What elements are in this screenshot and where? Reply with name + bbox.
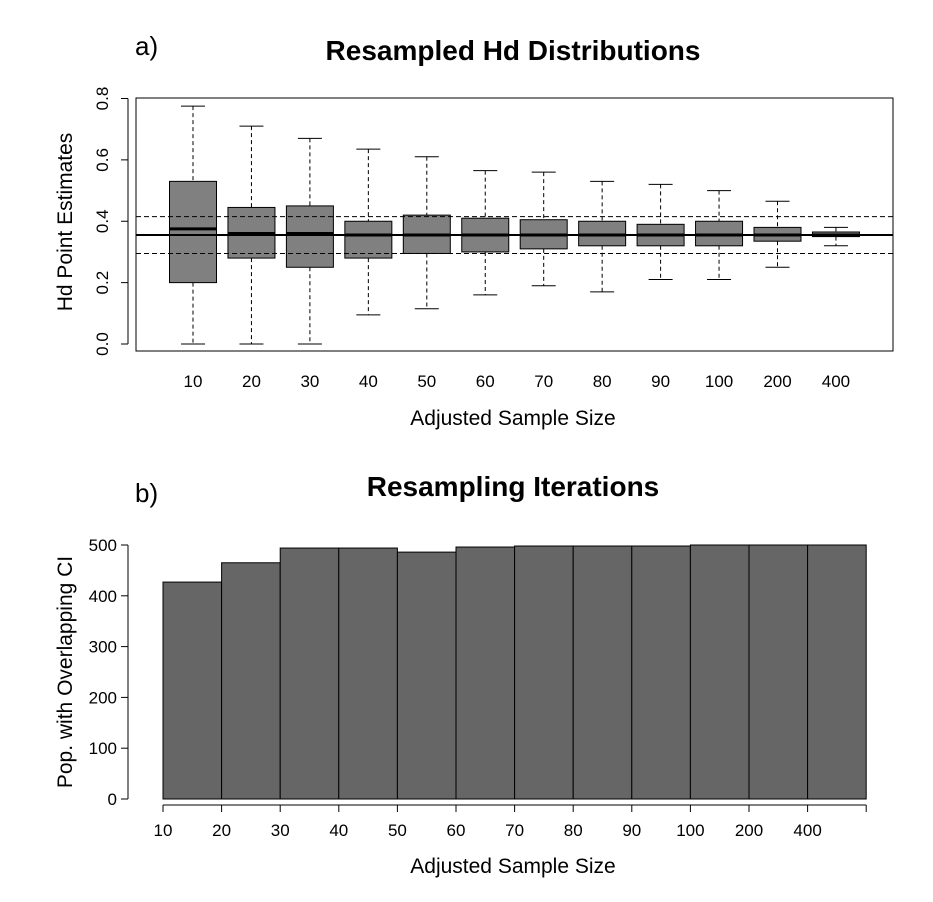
panel-b-bar-30 <box>279 547 340 800</box>
panel-a-box-50 <box>402 156 451 310</box>
panel-a-title: Resampled Hd Distributions <box>326 35 701 66</box>
panel-a-x-tick-label: 30 <box>300 372 319 391</box>
panel-b-x-tick-label: 100 <box>676 821 704 840</box>
panel-b-ylabel: Pop. with Overlapping CI <box>54 556 77 788</box>
panel-b-bar-60 <box>455 546 516 800</box>
panel-a-x-tick-label: 70 <box>534 372 553 391</box>
panel-b-x-tick-label: 200 <box>735 821 763 840</box>
panel-a-box-40 <box>344 148 393 316</box>
panel-b-bar-70 <box>514 545 574 800</box>
panel-a-y-tick-label: 0.8 <box>93 87 112 111</box>
panel-a-x-tick-label: 50 <box>417 372 436 391</box>
panel-b-title: Resampling Iterations <box>367 471 660 502</box>
panel-b-bar-80 <box>572 545 633 800</box>
panel-b-xlabel: Adjusted Sample Size <box>410 855 615 878</box>
box-body <box>344 220 393 259</box>
panel-a-x-tick-label: 40 <box>359 372 378 391</box>
panel-a-box-10 <box>169 105 217 345</box>
panel-a-plot: 0.0 0.2 0.4 0.6 0.8 10 20 30 40 50 60 70 80 90 100 200 4… <box>93 87 893 391</box>
panel-a-y-tick-label: 0.6 <box>93 148 112 172</box>
panel-b-x-tick-label: 400 <box>793 821 821 840</box>
panel-a-y-tick-label: 0.2 <box>93 271 112 295</box>
panel-a-box-90 <box>636 183 685 281</box>
panel-a-label: a) <box>135 31 158 61</box>
panel-b-x-tick-label: 40 <box>329 821 348 840</box>
panel-b-bar-90 <box>631 545 691 800</box>
panel-a-x-tick-label: 200 <box>763 372 791 391</box>
panel-a-ylabel: Hd Point Estimates <box>54 133 77 312</box>
panel-a-x-tick-label: 20 <box>242 372 261 391</box>
panel-b-x-tick-label: 20 <box>212 821 231 840</box>
panel-b-label: b) <box>135 478 158 508</box>
panel-a-box-30 <box>285 137 334 345</box>
panel-a-plot-frame <box>135 97 894 352</box>
panel-a-x-tick-label: 90 <box>651 372 670 391</box>
panel-a-y-tick-label: 0.0 <box>93 332 112 356</box>
panel-a-box-80 <box>578 180 627 293</box>
box-body <box>169 180 217 284</box>
panel-b-bar-50 <box>396 551 457 800</box>
panel-b-x-tick-label: 60 <box>447 821 466 840</box>
panel-b-x-tick-label: 10 <box>154 821 173 840</box>
panel-b-y-tick-label: 300 <box>89 638 117 657</box>
panel-b-x-tick-label: 90 <box>622 821 641 840</box>
panel-a-xlabel: Adjusted Sample Size <box>410 407 615 430</box>
panel-b-bar-100 <box>689 544 750 800</box>
panel-a-box-70 <box>519 171 568 287</box>
panel-b-bar-40 <box>338 547 398 800</box>
panel-a-x-tick-label: 60 <box>476 372 495 391</box>
panel-a-x-tick-label: 100 <box>705 372 733 391</box>
panel-a-box-20 <box>227 125 276 345</box>
panel-b-bar-20 <box>221 562 281 800</box>
panel-b-y-tick-label: 100 <box>89 739 117 758</box>
panel-b-x-tick-label: 80 <box>564 821 583 840</box>
panel-b-plot: 0 100 200 300 400 500 10 20 30 40 50 60 70 80 90 100 200… <box>89 536 867 840</box>
panel-a-x-tick-label: 400 <box>822 372 850 391</box>
panel-b-y-tick-label: 500 <box>89 536 117 555</box>
panel-a-x-tick-label: 10 <box>184 372 203 391</box>
panel-b-bar-200 <box>748 544 809 800</box>
panel-b-x-tick-label: 50 <box>388 821 407 840</box>
panel-a-y-tick-label: 0.4 <box>93 209 112 233</box>
panel-b-y-tick-label: 0 <box>108 790 117 809</box>
panel-a-box-400 <box>811 226 860 247</box>
panel-a-box-60 <box>461 170 510 296</box>
panel-b-x-tick-label: 70 <box>505 821 524 840</box>
panel-b-bar-400 <box>807 544 867 800</box>
panel-b-bar-10 <box>162 581 223 800</box>
panel-b-y-tick-label: 400 <box>89 587 117 606</box>
panel-b-x-tick-label: 30 <box>271 821 290 840</box>
panel-b-y-tick-label: 200 <box>89 688 117 707</box>
box-body <box>285 205 334 268</box>
panel-a-x-tick-label: 80 <box>593 372 612 391</box>
box-body <box>578 220 627 247</box>
box-body <box>695 220 744 247</box>
